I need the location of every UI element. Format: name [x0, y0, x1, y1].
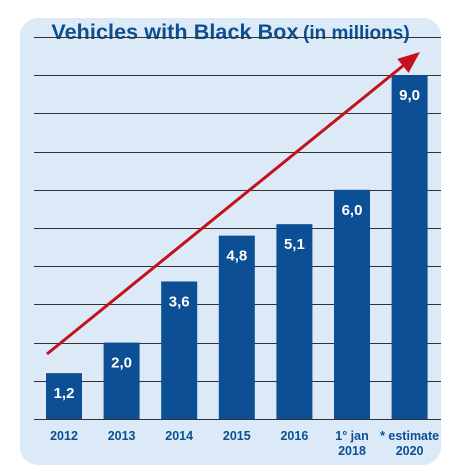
- bar: [218, 235, 255, 419]
- bar: [391, 75, 428, 419]
- chart-title: Vehicles with Black Box (in millions): [0, 20, 461, 45]
- bar: [276, 224, 313, 419]
- data-label: 3,6: [169, 293, 190, 310]
- data-label: 1,2: [54, 385, 75, 402]
- x-tick-label: 1° jan: [335, 429, 368, 443]
- data-label: 2,0: [111, 355, 132, 372]
- bar: [161, 281, 198, 419]
- trend-arrow-head: [397, 52, 420, 73]
- chart-title-main: Vehicles with Black Box: [51, 20, 299, 44]
- x-tick-label: 2018: [338, 444, 366, 458]
- data-label: 6,0: [342, 202, 363, 219]
- x-tick-label: 2012: [50, 429, 78, 443]
- chart-title-unit: (in millions): [303, 23, 410, 44]
- x-tick-label: 2013: [108, 429, 136, 443]
- x-tick-label: 2015: [223, 429, 251, 443]
- x-tick-label: 2016: [280, 429, 308, 443]
- bar: [103, 342, 140, 419]
- data-label: 5,1: [284, 236, 305, 253]
- data-label: 9,0: [399, 87, 420, 104]
- trend-arrow-line: [46, 57, 413, 356]
- x-tick-label: * estimate: [380, 429, 439, 443]
- x-tick-label: 2014: [165, 429, 193, 443]
- data-label: 4,8: [226, 248, 247, 265]
- x-tick-label: 2020: [396, 444, 424, 458]
- bar: [46, 373, 82, 419]
- bar: [334, 189, 370, 419]
